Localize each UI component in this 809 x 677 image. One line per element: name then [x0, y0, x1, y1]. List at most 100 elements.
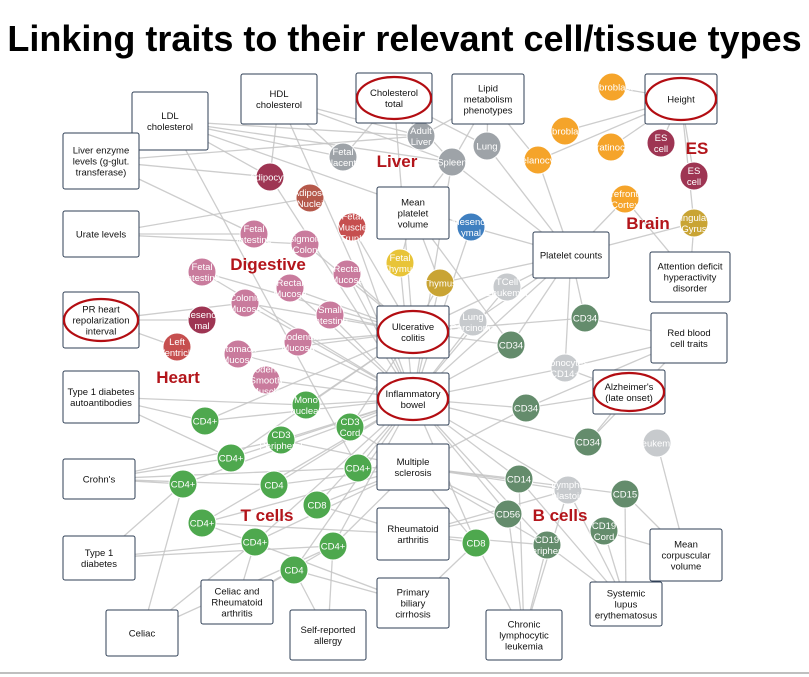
- cell-node-cd34d[interactable]: CD34: [573, 427, 603, 457]
- footer-rule: [0, 672, 809, 674]
- cell-node-label: CD34: [499, 340, 523, 351]
- cell-node-cd4h[interactable]: CD4+: [318, 531, 348, 561]
- cell-node-cd4d[interactable]: CD4+: [343, 453, 373, 483]
- cell-node-cd4f[interactable]: CD4+: [187, 508, 217, 538]
- cell-node-cd34a[interactable]: CD34: [570, 303, 600, 333]
- cell-node-cd4e[interactable]: CD4: [259, 470, 289, 500]
- cell-node-cd15[interactable]: CD15: [610, 479, 640, 509]
- cell-node-cd34c[interactable]: CD34: [511, 393, 541, 423]
- cell-node-circle: [511, 393, 541, 423]
- cell-node-cd8b[interactable]: CD8: [461, 528, 491, 558]
- cell-node-melano[interactable]: Melanocyte: [514, 145, 563, 175]
- cell-node-label: Leukemia: [636, 438, 678, 449]
- cell-node-kerat[interactable]: Keratinocyte: [585, 132, 638, 162]
- trait-node-height[interactable]: Height: [644, 73, 718, 125]
- trait-box: [62, 458, 136, 500]
- cell-node-adipo[interactable]: Adipocyte: [249, 162, 291, 192]
- cell-node-thymus[interactable]: Thymus: [423, 268, 457, 298]
- cell-node-fibro2[interactable]: Fibroblast: [544, 116, 586, 146]
- trait-node-plt[interactable]: Platelet counts: [532, 231, 610, 279]
- cell-node-label: CD14: [507, 474, 531, 485]
- cell-node-cd4c[interactable]: CD4+: [168, 469, 198, 499]
- trait-node-crohn[interactable]: Crohn's: [62, 458, 136, 500]
- group-label-b-cells: B cells: [533, 506, 588, 525]
- cell-node-cd4i[interactable]: CD4: [279, 555, 309, 585]
- cell-node-label: Rectal: [334, 264, 361, 275]
- trait-node-label: Height: [667, 94, 695, 105]
- cell-node-cd8a[interactable]: CD8: [302, 490, 332, 520]
- cell-node-spleen[interactable]: Spleen: [437, 147, 467, 177]
- cell-node-fibro1[interactable]: Fibroblast: [591, 72, 633, 102]
- trait-box: [532, 231, 610, 279]
- trait-node-urate[interactable]: Urate levels: [62, 210, 140, 258]
- cell-node-leuk[interactable]: Leukemia: [636, 428, 678, 458]
- cell-node-lung1[interactable]: Lung: [472, 131, 502, 161]
- trait-node-alz[interactable]: Alzheimer's(late onset): [592, 369, 666, 415]
- cell-node-cd4b[interactable]: CD4+: [216, 443, 246, 473]
- trait-node-celiac[interactable]: Celiac: [105, 609, 179, 657]
- cell-node-cd4g[interactable]: CD4+: [240, 527, 270, 557]
- cell-node-circle: [385, 248, 415, 278]
- trait-node-label: total: [385, 99, 403, 110]
- cell-node-cd34b[interactable]: CD34: [496, 330, 526, 360]
- cell-node-cd56[interactable]: CD56: [493, 499, 523, 529]
- trait-node-label: metabolism: [464, 94, 513, 105]
- trait-node-label: Rheumatoid: [387, 524, 438, 535]
- edge-ibd-adipo: [269, 176, 414, 400]
- cell-node-cd4a[interactable]: CD4+: [190, 406, 220, 436]
- cell-node-cd14[interactable]: CD14: [504, 464, 534, 494]
